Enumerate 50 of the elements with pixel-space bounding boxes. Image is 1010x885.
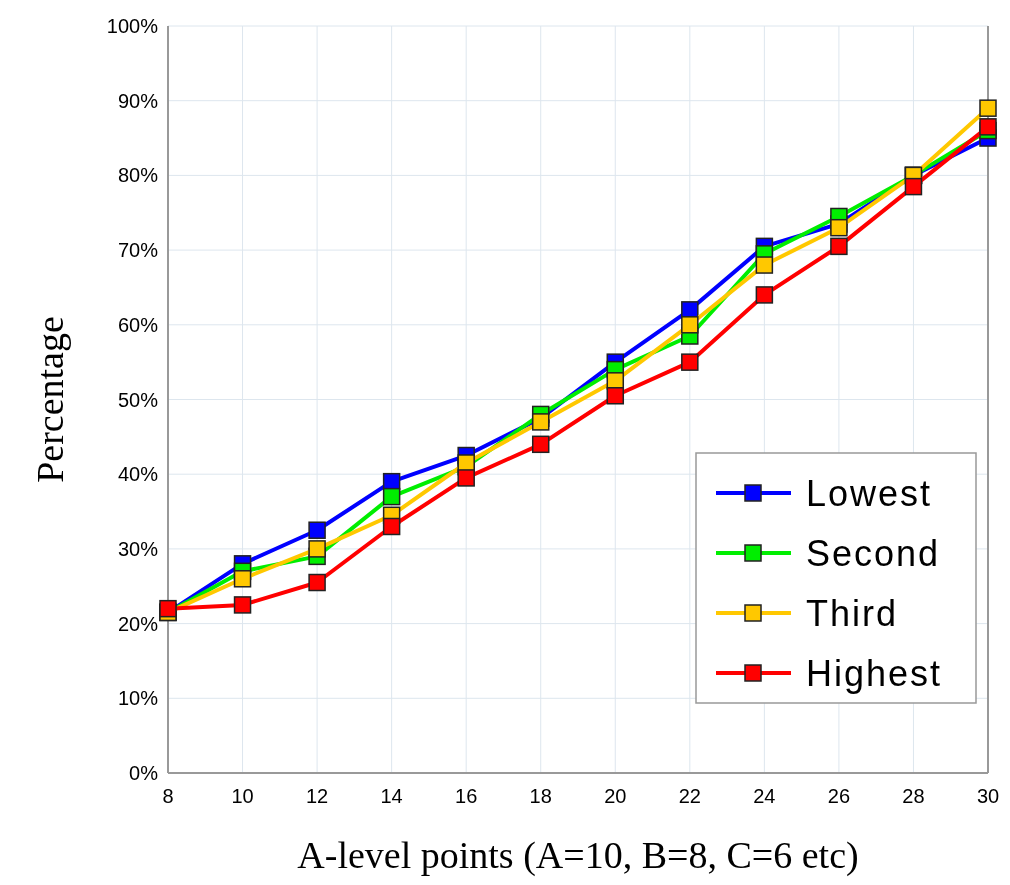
x-tick-label: 16 bbox=[455, 785, 478, 807]
point bbox=[531, 413, 550, 431]
x-tick-label: 20 bbox=[604, 785, 627, 807]
y-tick-label: 50% bbox=[117, 388, 159, 411]
legend-label: Second bbox=[806, 533, 941, 574]
x-tick-label: 24 bbox=[753, 785, 776, 807]
y-tick-label: 20% bbox=[117, 612, 159, 635]
point bbox=[308, 521, 326, 539]
point bbox=[830, 237, 848, 256]
point bbox=[681, 316, 699, 334]
point bbox=[308, 573, 326, 592]
y-tick-label: 30% bbox=[117, 537, 159, 560]
x-tick-label: 30 bbox=[976, 785, 1000, 807]
x-tick-label: 12 bbox=[305, 785, 329, 807]
legend-label: Third bbox=[806, 593, 899, 634]
point bbox=[382, 517, 401, 536]
point bbox=[830, 218, 848, 237]
point bbox=[233, 596, 252, 614]
x-tick-label: 18 bbox=[529, 785, 552, 807]
y-tick-label: 0% bbox=[129, 762, 159, 784]
point bbox=[755, 256, 774, 274]
point bbox=[457, 469, 475, 487]
y-tick-label: 90% bbox=[117, 89, 159, 112]
y-tick-label: 70% bbox=[117, 239, 159, 262]
y-tick-label: 10% bbox=[117, 687, 159, 710]
y-tick-label: 60% bbox=[117, 313, 159, 336]
point bbox=[531, 435, 550, 454]
point bbox=[308, 540, 326, 558]
point bbox=[159, 599, 177, 618]
point bbox=[382, 487, 401, 506]
y-tick-label: 100% bbox=[106, 15, 159, 37]
x-axis-title: A-level points (A=10, B=8, C=6 etc) bbox=[297, 834, 859, 877]
y-tick-label: 80% bbox=[117, 164, 159, 187]
point bbox=[979, 99, 997, 117]
point bbox=[904, 177, 923, 196]
x-tick-label: 8 bbox=[162, 785, 174, 807]
legend-label: Highest bbox=[806, 653, 943, 694]
legend-label: Lowest bbox=[806, 473, 933, 514]
y-tick-label: 40% bbox=[117, 463, 159, 486]
x-tick-label: 14 bbox=[380, 785, 403, 807]
x-tick-label: 22 bbox=[678, 785, 701, 807]
point bbox=[233, 570, 252, 588]
point bbox=[606, 387, 625, 405]
x-tick-label: 10 bbox=[231, 785, 254, 807]
point bbox=[755, 286, 774, 304]
x-tick-label: 26 bbox=[827, 785, 851, 807]
x-tick-label: 28 bbox=[902, 785, 925, 807]
point bbox=[681, 353, 699, 371]
point bbox=[979, 118, 997, 136]
y-axis-title: Percentage bbox=[29, 316, 71, 483]
